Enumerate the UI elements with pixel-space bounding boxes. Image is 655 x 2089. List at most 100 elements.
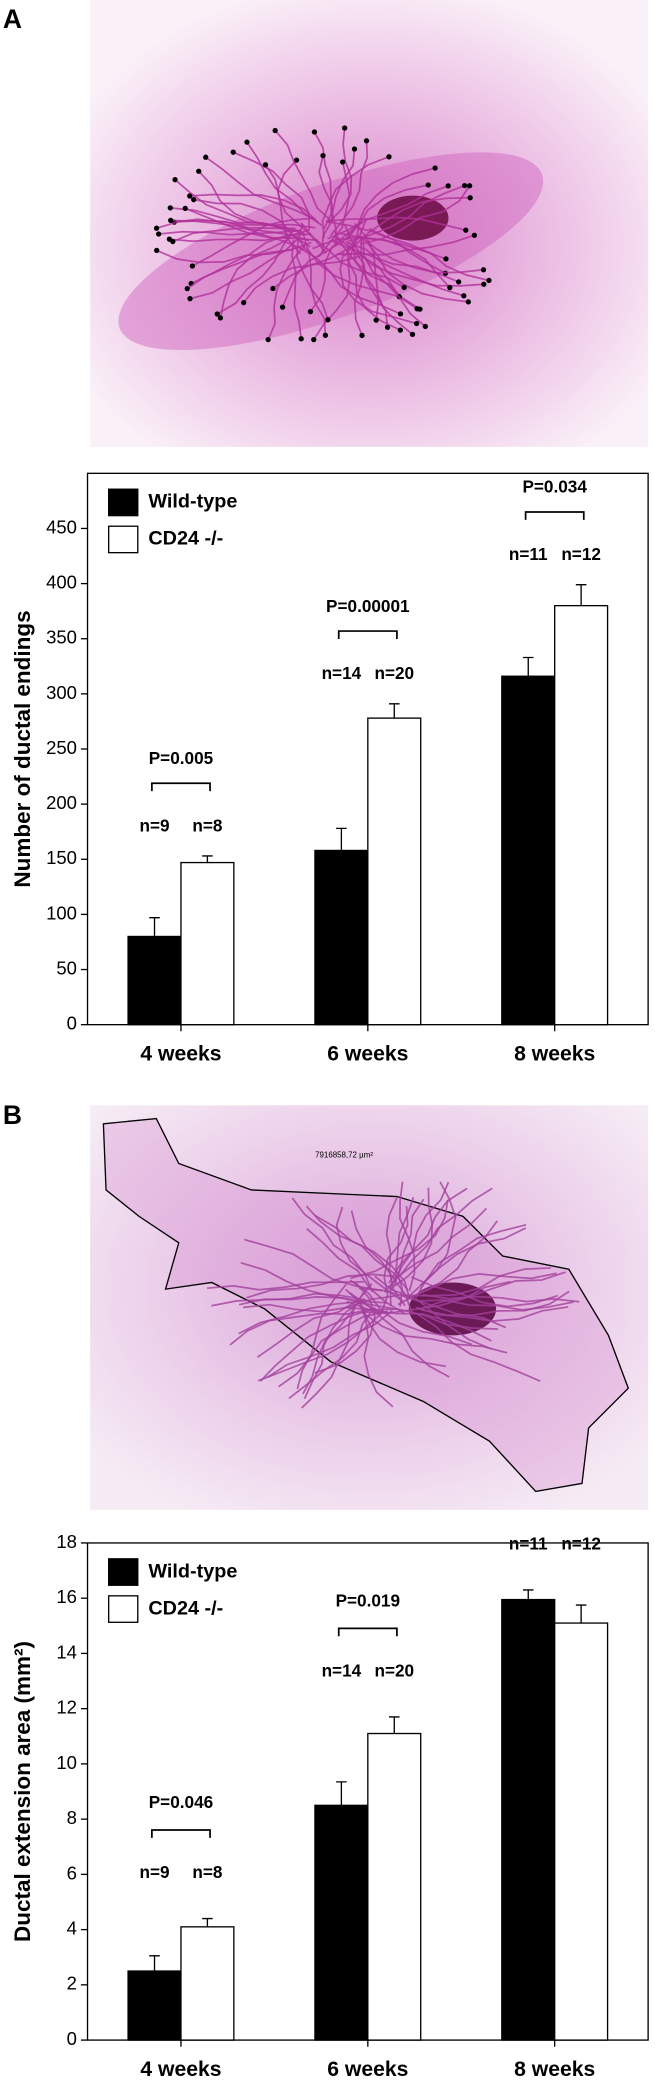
n-label: n=14 <box>322 1661 362 1681</box>
duct <box>348 184 465 243</box>
duct <box>416 1313 541 1382</box>
y-tick-label: 6 <box>67 1862 77 1883</box>
duct-ending-dot <box>168 217 174 224</box>
duct <box>346 167 436 241</box>
duct <box>288 1306 376 1400</box>
n-label: n=8 <box>192 815 223 835</box>
duct-ending-dot <box>325 317 331 323</box>
duct <box>246 1273 400 1299</box>
duct-ending-dot <box>480 267 487 273</box>
duct <box>389 1187 434 1291</box>
duct <box>327 185 449 240</box>
duct <box>339 252 417 325</box>
p-value: P=0.019 <box>336 1590 400 1610</box>
duct <box>298 246 401 315</box>
bar <box>554 604 609 1026</box>
duct <box>219 236 292 319</box>
duct <box>229 1307 374 1346</box>
duct-ending-dot <box>279 304 286 310</box>
error-bar <box>202 855 213 863</box>
x-tick-label: 8 weeks <box>514 1043 595 1066</box>
x-tick-label: 4 weeks <box>140 2058 221 2081</box>
duct-ending-dot <box>167 205 173 211</box>
duct <box>420 1290 570 1317</box>
duct <box>398 1187 493 1278</box>
duct-ending-dot <box>466 183 473 189</box>
y-tick-label: 0 <box>67 1013 77 1034</box>
duct-ending-dot <box>461 182 468 189</box>
duct-ending-dot <box>481 281 487 287</box>
duct <box>300 222 405 289</box>
duct <box>368 227 490 282</box>
duct-ending-dot <box>187 193 193 199</box>
n-label: n=9 <box>139 1862 169 1882</box>
n-label: n=11 <box>509 1533 548 1553</box>
duct-ending-dot <box>465 299 471 305</box>
duct <box>267 1309 393 1379</box>
y-tick-label: 10 <box>56 1752 77 1773</box>
duct <box>291 239 303 339</box>
error-bar <box>388 703 400 719</box>
bar <box>127 1970 182 2041</box>
duct-ending-dot <box>397 311 404 317</box>
error-bar <box>336 827 347 851</box>
y-tick-label: 100 <box>46 902 77 923</box>
bar <box>314 849 369 1026</box>
duct-ending-dot <box>172 177 178 183</box>
y-tick-label: 2 <box>67 1973 77 1994</box>
duct <box>358 1301 394 1408</box>
bar <box>314 1804 369 2041</box>
error-bar <box>522 656 534 677</box>
y-tick-label: 14 <box>56 1641 77 1662</box>
duct-ending-dot <box>340 159 346 165</box>
duct <box>169 229 310 243</box>
duct-ending-dot <box>203 154 209 160</box>
duct <box>156 248 293 264</box>
duct <box>335 1206 404 1303</box>
panel-label: A <box>3 4 22 34</box>
duct <box>313 245 355 341</box>
duct-ending-dot <box>244 139 250 145</box>
duct-ending-dot <box>359 332 365 339</box>
duct-ending-dot <box>414 306 420 312</box>
duct-ending-dot <box>471 232 478 238</box>
duct <box>243 254 362 304</box>
n-label: n=20 <box>374 1661 414 1681</box>
duct <box>385 1197 406 1307</box>
duct <box>356 250 484 287</box>
duct-ending-dot <box>425 182 431 188</box>
significance-bracket <box>524 511 585 520</box>
y-tick-label: 8 <box>67 1807 77 1828</box>
duct-ending-dot <box>467 195 473 201</box>
duct <box>318 155 333 253</box>
n-label: n=8 <box>192 1862 223 1882</box>
duct <box>172 227 310 243</box>
legend-label: Wild-type <box>148 1560 237 1582</box>
duct <box>156 219 296 230</box>
y-tick-label: 150 <box>46 847 77 868</box>
significance-bracket <box>151 1829 211 1838</box>
duct-ending-dot <box>153 225 160 231</box>
duct-ending-dot <box>463 227 469 233</box>
duct <box>345 240 465 297</box>
error-bar <box>522 1589 534 1600</box>
p-value: P=0.00001 <box>326 596 410 616</box>
duct-ending-dot <box>401 284 407 291</box>
duct <box>206 1280 364 1291</box>
n-label: n=14 <box>322 663 362 683</box>
y-axis-label: Ductal extension area (mm²) <box>10 1641 35 1942</box>
duct <box>189 193 319 223</box>
area-annotation: 7916858,72 µm² <box>315 1151 373 1160</box>
duct <box>267 244 306 341</box>
error-bar <box>149 917 160 937</box>
duct-ending-dot <box>293 157 300 163</box>
duct <box>331 148 356 247</box>
duct <box>170 219 305 251</box>
duct <box>365 241 469 303</box>
duct <box>184 207 318 242</box>
duct <box>362 239 426 328</box>
duct <box>359 185 471 245</box>
duct <box>402 1267 551 1297</box>
